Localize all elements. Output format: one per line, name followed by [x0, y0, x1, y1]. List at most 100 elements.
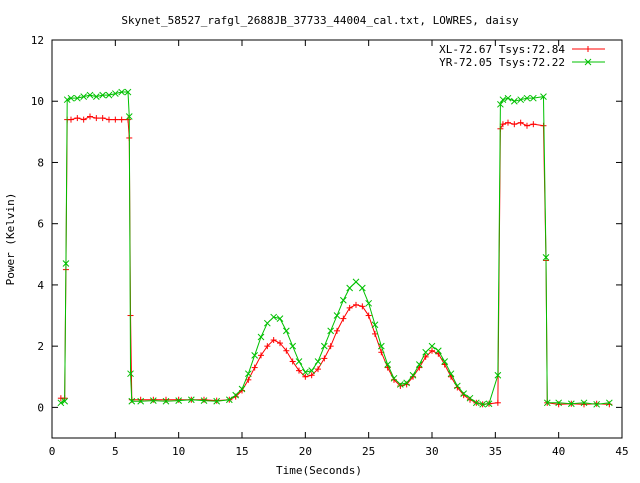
marker-stroke	[92, 93, 100, 100]
marker-stroke	[187, 396, 195, 404]
plus-marker	[68, 116, 74, 123]
marker-stroke	[396, 381, 404, 388]
marker-stroke	[497, 100, 504, 108]
cross-marker	[105, 91, 113, 99]
cross-marker	[213, 397, 221, 405]
cross-marker	[67, 94, 75, 102]
marker-stroke	[384, 361, 392, 368]
marker-stroke	[244, 370, 252, 378]
marker-stroke	[499, 96, 507, 104]
plus-marker	[365, 312, 372, 319]
plus-marker	[93, 115, 100, 122]
plus-marker	[251, 364, 258, 371]
marker-stroke	[238, 385, 246, 393]
cross-marker	[276, 315, 284, 322]
marker-stroke	[358, 284, 366, 292]
legend-label: YR-72.05 Tsys:72.22	[439, 56, 565, 69]
cross-marker	[346, 284, 354, 292]
plot-frame	[51, 39, 623, 439]
marker-stroke	[308, 367, 316, 374]
cross-marker	[580, 399, 588, 407]
marker-stroke	[295, 358, 303, 365]
marker-stroke	[175, 397, 183, 405]
marker-stroke	[472, 399, 480, 407]
plus-marker	[585, 46, 591, 52]
plus-marker	[511, 121, 518, 128]
cross-marker	[61, 397, 69, 405]
plus-marker	[80, 116, 87, 123]
cross-marker	[257, 333, 265, 341]
x-tick-label: 45	[615, 445, 628, 458]
marker-stroke	[200, 397, 208, 405]
series-line	[60, 116, 610, 405]
marker-stroke	[584, 58, 592, 66]
plus-marker	[494, 399, 501, 406]
cross-marker	[447, 370, 455, 378]
cross-marker	[244, 370, 252, 378]
marker-stroke	[289, 342, 297, 350]
plus-marker	[372, 330, 378, 337]
marker-stroke	[73, 94, 81, 102]
plus-marker	[334, 327, 340, 334]
marker-stroke	[125, 113, 133, 120]
marker-stroke	[232, 391, 240, 399]
cross-marker	[128, 397, 136, 405]
y-tick-label: 10	[31, 95, 44, 108]
marker-stroke	[346, 284, 354, 292]
marker-stroke	[320, 342, 328, 350]
plus-marker	[530, 121, 537, 128]
cross-marker	[308, 367, 316, 374]
cross-marker	[441, 358, 449, 365]
cross-marker	[270, 313, 278, 321]
marker-stroke	[523, 94, 531, 102]
y-tick-label: 8	[37, 156, 44, 169]
marker-stroke	[111, 90, 119, 97]
plus-marker	[346, 304, 353, 311]
marker-stroke	[162, 397, 170, 405]
cross-marker	[327, 327, 335, 335]
cross-marker	[403, 379, 411, 387]
cross-marker	[289, 342, 297, 350]
x-tick-label: 35	[489, 445, 502, 458]
plus-marker	[327, 343, 334, 350]
cross-marker	[485, 400, 493, 408]
cross-marker	[127, 370, 134, 378]
cross-marker	[422, 348, 430, 356]
plus-marker	[283, 347, 290, 354]
plus-marker	[201, 396, 207, 403]
cross-marker	[137, 397, 145, 405]
marker-stroke	[555, 399, 563, 407]
marker-stroke	[377, 342, 385, 350]
cross-marker	[149, 397, 157, 405]
marker-stroke	[542, 254, 550, 261]
marker-stroke	[540, 93, 547, 100]
y-tick-label: 6	[37, 218, 44, 231]
marker-stroke	[409, 371, 417, 379]
x-tick-label: 5	[112, 445, 119, 458]
cross-marker	[162, 397, 170, 405]
cross-marker	[175, 397, 183, 405]
marker-stroke	[314, 358, 322, 365]
cross-marker	[529, 94, 537, 102]
cross-marker	[99, 91, 107, 99]
y-tick-label: 12	[31, 34, 44, 47]
plus-marker	[264, 343, 271, 350]
plus-marker	[175, 396, 182, 403]
marker-stroke	[390, 374, 398, 382]
cross-marker	[504, 94, 512, 102]
chart-title: Skynet_58527_rafgl_2688JB_37733_44004_ca…	[121, 14, 519, 27]
plus-marker	[359, 303, 366, 310]
cross-marker	[111, 90, 119, 97]
plus-marker	[321, 355, 328, 362]
marker-stroke	[149, 397, 157, 405]
marker-stroke	[460, 390, 468, 397]
marker-stroke	[128, 397, 136, 405]
marker-stroke	[263, 319, 271, 327]
marker-stroke	[301, 368, 309, 376]
cross-marker	[428, 342, 436, 350]
marker-stroke	[453, 382, 461, 390]
cross-marker	[73, 94, 81, 102]
plus-marker	[315, 366, 321, 373]
cross-marker	[555, 399, 563, 407]
